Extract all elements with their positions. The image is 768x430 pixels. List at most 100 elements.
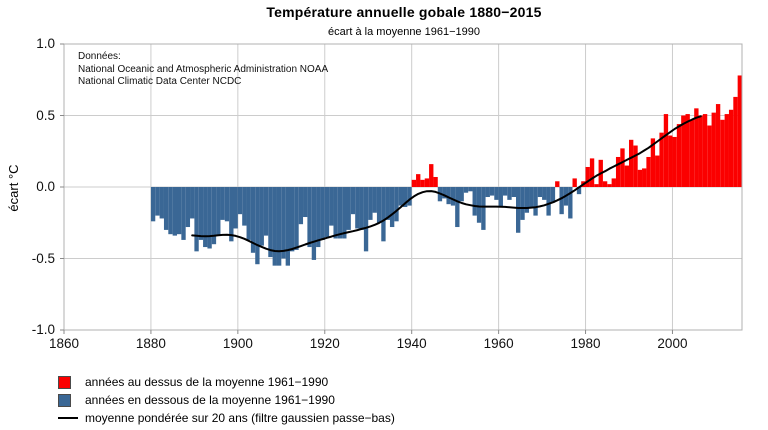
temperature-bar <box>342 187 347 239</box>
temperature-bar <box>259 187 264 246</box>
temperature-bar <box>707 125 712 187</box>
temperature-bar <box>403 187 408 208</box>
temperature-bar <box>307 187 312 248</box>
temperature-bar <box>172 187 177 236</box>
temperature-bar <box>237 187 243 215</box>
temperature-bar <box>529 187 534 208</box>
temperature-bar <box>550 187 556 203</box>
red-square-swatch <box>58 375 71 389</box>
temperature-bar <box>429 164 434 187</box>
x-tick-label: 1920 <box>309 336 340 351</box>
temperature-bar <box>198 187 204 240</box>
temperature-bar <box>372 187 377 213</box>
temperature-bar <box>320 187 325 240</box>
temperature-bar <box>715 104 721 187</box>
temperature-bar <box>559 187 564 215</box>
temperature-bar <box>242 187 247 226</box>
temperature-bar <box>720 119 725 187</box>
legend-label: années en dessous de la moyenne 1961−199… <box>85 393 335 407</box>
data-source-line: Données: <box>78 51 121 62</box>
temperature-bar <box>485 187 490 198</box>
temperature-bar <box>150 187 156 222</box>
temperature-bar <box>211 187 217 245</box>
temperature-bar <box>498 187 503 208</box>
temperature-bar <box>276 187 282 266</box>
temperature-bar <box>324 187 330 238</box>
chart-title: Température annuelle gobale 1880−2015 <box>266 4 542 20</box>
temperature-bar <box>329 187 334 226</box>
temperature-bar <box>546 187 551 216</box>
temperature-bar <box>494 187 499 200</box>
temperature-bar <box>615 156 621 187</box>
temperature-bar <box>424 178 430 187</box>
temperature-bar <box>602 181 608 187</box>
temperature-bar <box>502 187 508 196</box>
temperature-bar <box>633 145 638 187</box>
temperature-bar <box>311 187 317 260</box>
temperature-bar <box>177 187 182 235</box>
temperature-bar <box>159 187 164 219</box>
y-tick-label: 0.5 <box>36 107 55 123</box>
temperature-bar <box>463 187 469 193</box>
temperature-bar <box>668 135 673 187</box>
temperature-bar <box>255 187 260 265</box>
x-tick-label: 1940 <box>396 336 427 351</box>
x-tick-label: 1980 <box>570 336 601 351</box>
temperature-bar <box>733 96 738 187</box>
temperature-bar <box>737 75 742 187</box>
temperature-bar <box>728 109 734 187</box>
temperature-bar <box>233 187 238 229</box>
temperature-bar <box>650 138 656 187</box>
temperature-bar <box>585 166 590 187</box>
legend-item-above-average: années au dessus de la moyenne 1961−1990 <box>58 373 395 391</box>
temperature-bar <box>246 187 251 240</box>
legend-item-below-average: années en dessous de la moyenne 1961−199… <box>58 391 395 409</box>
x-tick-label: 2000 <box>657 336 688 351</box>
temperature-bar <box>294 187 299 250</box>
temperature-bar <box>359 187 364 230</box>
temperature-bar <box>389 187 395 228</box>
temperature-bar <box>216 187 221 236</box>
temperature-bar <box>663 114 669 187</box>
temperature-bar <box>194 187 199 252</box>
temperature-bar <box>698 115 703 187</box>
temperature-bar <box>524 187 530 213</box>
temperature-bar <box>724 114 729 187</box>
temperature-bar <box>659 132 664 187</box>
temperature-bar <box>433 176 438 187</box>
temperature-bar <box>163 187 169 230</box>
blue-square-swatch <box>58 393 71 407</box>
temperature-bar <box>281 187 286 259</box>
temperature-bar <box>594 184 599 187</box>
temperature-bar <box>285 187 290 266</box>
temperature-bar <box>685 114 690 187</box>
temperature-bar <box>411 179 417 187</box>
temperature-bar <box>350 187 356 215</box>
temperature-bar <box>516 187 521 233</box>
temperature-bar <box>533 187 538 216</box>
temperature-bar <box>272 187 277 266</box>
temperature-bar <box>637 169 643 187</box>
temperature-bar <box>476 187 482 223</box>
x-tick-label: 1880 <box>135 336 166 351</box>
temperature-bar <box>185 187 191 228</box>
chart-subtitle: écart à la moyenne 1961−1990 <box>328 26 480 38</box>
temperature-bar <box>472 187 477 216</box>
smoothed-line <box>191 115 702 253</box>
temperature-bar <box>555 181 560 187</box>
x-tick-label: 1960 <box>483 336 514 351</box>
temperature-bar <box>337 187 343 239</box>
temperature-bar <box>711 112 716 187</box>
temperature-bar <box>220 187 225 220</box>
temperature-bar <box>642 168 647 187</box>
temperature-bar <box>624 165 629 187</box>
temperature-bar <box>398 187 403 206</box>
y-tick-label: -0.5 <box>31 250 55 266</box>
temperature-bar <box>303 187 308 218</box>
x-tick-label: 1860 <box>48 336 80 351</box>
temperature-bar <box>224 187 230 222</box>
temperature-bar <box>607 184 612 187</box>
x-tick-label: 1900 <box>222 336 253 351</box>
temperature-bar <box>681 115 686 187</box>
y-tick-label: 1.0 <box>36 36 55 51</box>
